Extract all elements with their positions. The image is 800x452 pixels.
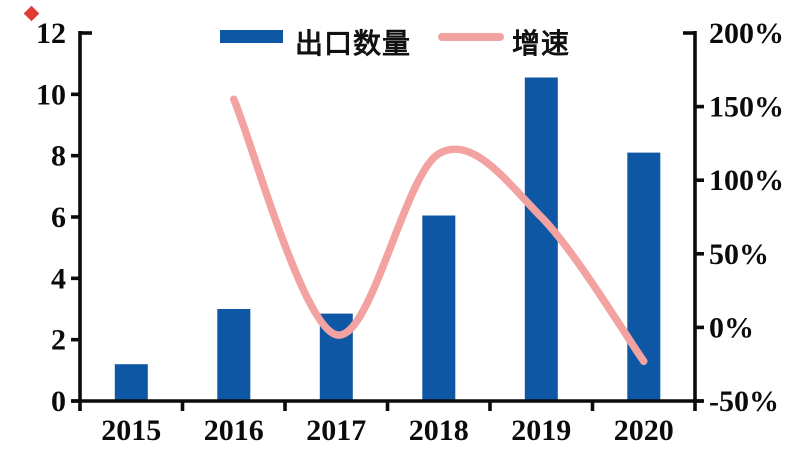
x-label-2016: 2016 xyxy=(204,414,264,447)
x-label-2015: 2015 xyxy=(101,414,161,447)
bar-2018 xyxy=(422,215,456,401)
x-label-2017: 2017 xyxy=(306,414,366,447)
left-tick-label-8: 8 xyxy=(51,140,66,173)
x-label-2020: 2020 xyxy=(614,414,674,447)
right-tick-label-100%: 100% xyxy=(709,164,784,197)
right-tick-label-150%: 150% xyxy=(709,91,784,124)
bar-2016 xyxy=(217,309,251,401)
x-label-2018: 2018 xyxy=(409,414,469,447)
left-tick-label-4: 4 xyxy=(51,262,66,295)
x-label-2019: 2019 xyxy=(511,414,571,447)
right-tick-label-0%: 0% xyxy=(709,311,754,344)
growth-line xyxy=(230,95,648,366)
right-tick-label-200%: 200% xyxy=(709,17,784,50)
left-tick-label-6: 6 xyxy=(51,201,66,234)
bar-2015 xyxy=(114,364,148,401)
left-tick-label-12: 12 xyxy=(36,17,66,50)
right-tick-label-50%: 50% xyxy=(709,238,769,271)
right-tick-label--50%: -50% xyxy=(709,385,779,418)
left-tick-label-0: 0 xyxy=(51,385,66,418)
left-tick-label-10: 10 xyxy=(36,78,66,111)
bar-2019 xyxy=(524,77,558,401)
left-tick-label-2: 2 xyxy=(51,324,66,357)
